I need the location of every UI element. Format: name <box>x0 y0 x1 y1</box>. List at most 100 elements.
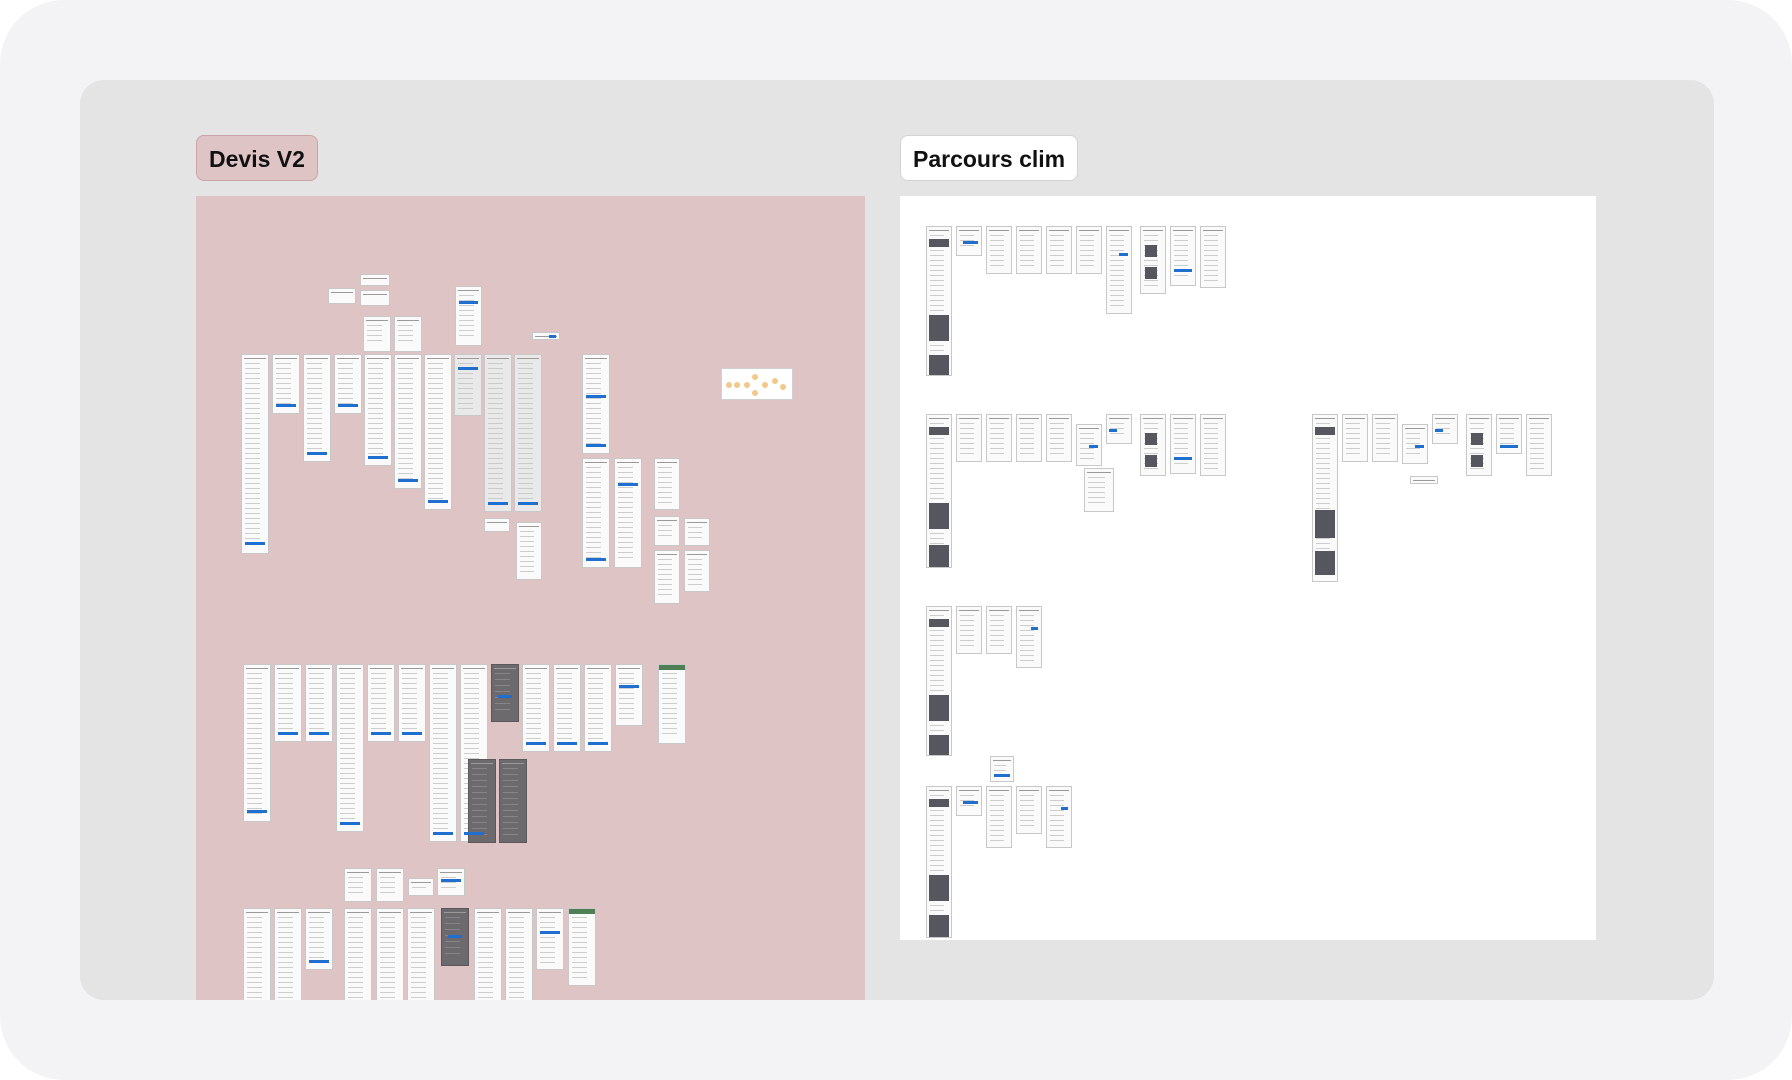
frame-thumbnail-dark[interactable] <box>499 759 527 843</box>
frame-thumbnail[interactable] <box>956 786 982 816</box>
frame-thumbnail[interactable] <box>926 414 952 568</box>
figma-canvas[interactable]: Devis V2 Parcours clim <box>80 80 1714 1000</box>
frame-thumbnail[interactable] <box>1046 414 1072 462</box>
frame-thumbnail[interactable] <box>454 354 482 416</box>
frame-thumbnail[interactable] <box>1200 226 1226 288</box>
frame-thumbnail[interactable] <box>986 226 1012 274</box>
frame-thumbnail[interactable] <box>364 354 392 466</box>
frame-thumbnail[interactable] <box>926 226 952 376</box>
frame-thumbnail[interactable] <box>522 664 550 752</box>
frame-thumbnail[interactable] <box>241 354 269 554</box>
frame-thumbnail[interactable] <box>360 290 390 306</box>
frame-thumbnail[interactable] <box>986 786 1012 848</box>
frame-thumbnail[interactable] <box>429 664 457 842</box>
frame-thumbnail[interactable] <box>1312 414 1338 582</box>
frame-thumbnail[interactable] <box>553 664 581 752</box>
section-title-clim[interactable]: Parcours clim <box>900 135 1079 181</box>
frame-thumbnail-dark[interactable] <box>441 908 469 966</box>
frame-thumbnail[interactable] <box>654 550 680 604</box>
frame-thumbnail[interactable] <box>514 354 542 512</box>
frame-thumbnail[interactable] <box>328 288 356 304</box>
frame-thumbnail[interactable] <box>986 414 1012 462</box>
frame-thumbnail[interactable] <box>654 458 680 510</box>
frame-thumbnail[interactable] <box>243 908 271 1000</box>
frame-thumbnail[interactable] <box>484 354 512 512</box>
frame-thumbnail[interactable] <box>398 664 426 742</box>
frame-thumbnail[interactable] <box>376 908 404 1000</box>
frame-thumbnail[interactable] <box>1016 414 1042 462</box>
frame-thumbnail[interactable] <box>926 606 952 756</box>
frame-thumbnail[interactable] <box>274 664 302 742</box>
frame-thumbnail[interactable] <box>582 354 610 454</box>
frame-thumbnail[interactable] <box>344 868 372 902</box>
frame-thumbnail[interactable] <box>363 316 391 352</box>
frame-thumbnail[interactable] <box>376 868 404 902</box>
frame-thumbnail[interactable] <box>360 274 390 286</box>
frame-thumbnail[interactable] <box>437 868 465 896</box>
frame-thumbnail[interactable] <box>1016 226 1042 274</box>
frame-thumbnail[interactable] <box>1496 414 1522 454</box>
frame-thumbnail[interactable] <box>272 354 300 414</box>
frame-thumbnail[interactable] <box>455 286 482 346</box>
frame-thumbnail[interactable] <box>1200 414 1226 476</box>
section-parcours-clim[interactable] <box>900 196 1596 940</box>
frame-thumbnail[interactable] <box>1342 414 1368 462</box>
frame-thumbnail[interactable] <box>1140 226 1166 294</box>
frame-thumbnail[interactable] <box>990 756 1014 782</box>
frame-thumbnail[interactable] <box>584 664 612 752</box>
frame-thumbnail[interactable] <box>684 550 710 592</box>
frame-thumbnail[interactable] <box>516 522 542 580</box>
frame-thumbnail[interactable] <box>1076 424 1102 466</box>
frame-thumbnail[interactable] <box>956 414 982 462</box>
frame-thumbnail[interactable] <box>305 664 333 742</box>
frame-thumbnail[interactable] <box>658 664 686 744</box>
frame-thumbnail[interactable] <box>474 908 502 1000</box>
frame-thumbnail[interactable] <box>344 908 372 1000</box>
frame-thumbnail[interactable] <box>1432 414 1458 444</box>
frame-thumbnail[interactable] <box>1016 606 1042 668</box>
frame-thumbnail[interactable] <box>1106 226 1132 314</box>
frame-thumbnail-dark[interactable] <box>468 759 496 843</box>
frame-thumbnail[interactable] <box>408 878 434 896</box>
frame-thumbnail[interactable] <box>1076 226 1102 274</box>
frame-thumbnail[interactable] <box>956 226 982 256</box>
frame-thumbnail[interactable] <box>1526 414 1552 476</box>
frame-thumbnail[interactable] <box>654 516 680 546</box>
frame-thumbnail[interactable] <box>1466 414 1492 476</box>
frame-thumbnail[interactable] <box>1410 476 1438 484</box>
frame-thumbnail[interactable] <box>986 606 1012 654</box>
frame-thumbnail[interactable] <box>956 606 982 654</box>
frame-thumbnail[interactable] <box>1140 414 1166 476</box>
frame-thumbnail[interactable] <box>394 316 422 352</box>
frame-thumbnail[interactable] <box>424 354 452 510</box>
frame-thumbnail[interactable] <box>926 786 952 938</box>
frame-thumbnail[interactable] <box>615 664 643 726</box>
frame-thumbnail[interactable] <box>274 908 302 1000</box>
frame-thumbnail[interactable] <box>614 458 642 568</box>
frame-thumbnail-dark[interactable] <box>491 664 519 722</box>
frame-thumbnail[interactable] <box>684 518 710 546</box>
frame-thumbnail[interactable] <box>1084 468 1114 512</box>
frame-thumbnail[interactable] <box>536 908 564 970</box>
frame-thumbnail[interactable] <box>407 908 435 1000</box>
section-title-devis[interactable]: Devis V2 <box>196 135 318 181</box>
frame-thumbnail[interactable] <box>367 664 395 742</box>
frame-thumbnail[interactable] <box>505 908 533 1000</box>
section-devis-v2[interactable] <box>196 196 865 1000</box>
frame-thumbnail[interactable] <box>1106 414 1132 444</box>
frame-thumbnail[interactable] <box>1016 786 1042 834</box>
frame-thumbnail[interactable] <box>305 908 333 970</box>
frame-thumbnail[interactable] <box>568 908 596 986</box>
frame-thumbnail[interactable] <box>243 664 271 822</box>
frame-thumbnail[interactable] <box>1046 786 1072 848</box>
frame-thumbnail[interactable] <box>1372 414 1398 462</box>
frame-thumbnail[interactable] <box>394 354 422 489</box>
frame-thumbnail[interactable] <box>484 518 510 532</box>
frame-thumbnail[interactable] <box>1170 226 1196 286</box>
frame-thumbnail[interactable] <box>582 458 610 568</box>
frame-thumbnail[interactable] <box>1170 414 1196 474</box>
frame-thumbnail[interactable] <box>334 354 362 414</box>
frame-thumbnail[interactable] <box>1402 424 1428 464</box>
frame-thumbnail[interactable] <box>336 664 364 832</box>
frame-thumbnail[interactable] <box>532 332 560 340</box>
